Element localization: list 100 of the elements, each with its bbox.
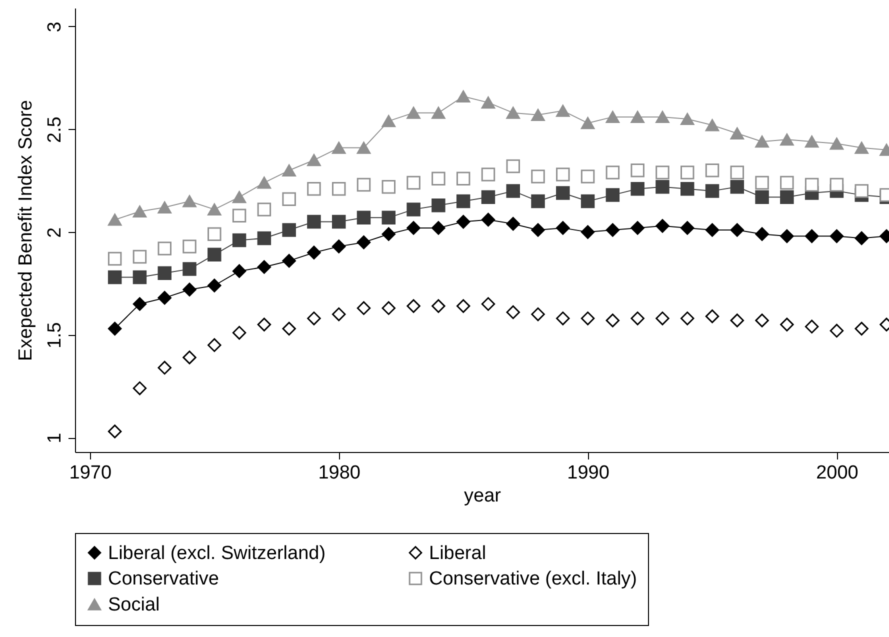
point — [182, 240, 196, 254]
point — [630, 110, 644, 123]
x-tick-label: 1980 — [318, 462, 361, 484]
point — [332, 214, 346, 229]
point — [406, 299, 420, 313]
point — [132, 381, 147, 396]
point — [531, 194, 545, 208]
point — [332, 240, 346, 254]
x-tick-label: 2000 — [816, 462, 858, 484]
point — [755, 176, 769, 190]
point — [680, 112, 694, 126]
point — [456, 194, 470, 208]
point — [705, 184, 720, 198]
point — [382, 210, 396, 225]
point — [208, 338, 222, 352]
point — [531, 108, 545, 121]
point — [580, 312, 595, 326]
point — [531, 307, 545, 322]
point — [680, 182, 694, 196]
legend-label: Conservative (excl. Italy) — [429, 568, 638, 590]
point — [630, 182, 644, 196]
point — [406, 202, 420, 216]
point — [481, 212, 496, 227]
point — [132, 250, 147, 264]
point — [780, 318, 794, 332]
point — [730, 180, 744, 194]
y-axis-title: Exepected Benefit Index Score — [16, 100, 36, 361]
point — [830, 229, 844, 244]
point — [656, 180, 670, 194]
point — [257, 260, 272, 274]
point — [606, 110, 620, 123]
point — [804, 178, 819, 192]
y-tick-label: 2.5 — [44, 116, 66, 143]
point — [257, 176, 272, 189]
point — [830, 138, 844, 150]
legend-label: Liberal — [429, 542, 486, 564]
point — [481, 168, 496, 182]
y-tick-label: 1 — [44, 432, 66, 444]
point — [232, 264, 246, 278]
point — [780, 134, 794, 146]
point — [730, 127, 744, 140]
point — [182, 350, 196, 364]
point — [755, 136, 769, 148]
point — [606, 314, 620, 328]
point — [257, 231, 272, 246]
point — [531, 223, 545, 237]
point — [506, 305, 520, 320]
point — [680, 312, 694, 326]
point — [606, 166, 620, 180]
point — [556, 312, 570, 326]
point — [208, 248, 222, 262]
x-axis-title: year — [464, 486, 502, 506]
point — [580, 117, 595, 130]
point — [780, 176, 794, 190]
point — [481, 190, 496, 204]
point — [556, 168, 570, 182]
point — [356, 142, 371, 154]
y-tick-label: 1.5 — [44, 322, 66, 349]
point — [432, 198, 446, 212]
point — [158, 201, 172, 214]
point — [755, 314, 769, 328]
point — [232, 191, 246, 204]
point — [556, 186, 570, 200]
point — [804, 136, 819, 148]
point — [332, 307, 346, 322]
point — [406, 221, 420, 235]
point — [257, 318, 272, 332]
point — [456, 90, 470, 102]
point — [158, 360, 172, 375]
point — [132, 270, 147, 284]
point — [382, 301, 396, 315]
point — [432, 221, 446, 235]
point — [580, 170, 595, 184]
point — [830, 178, 844, 192]
point — [456, 214, 470, 229]
point — [730, 166, 744, 180]
point — [307, 154, 321, 166]
point — [780, 190, 794, 204]
point — [108, 214, 122, 226]
point — [108, 270, 122, 284]
x-tick-label: 1990 — [567, 462, 610, 484]
legend-label: Conservative — [108, 568, 219, 590]
point — [854, 231, 868, 246]
point — [232, 233, 246, 248]
point — [332, 142, 346, 154]
point — [282, 322, 296, 336]
x-tick-label: 1970 — [69, 462, 112, 484]
point — [382, 227, 396, 241]
point — [132, 205, 147, 218]
point — [854, 322, 868, 336]
point — [208, 203, 222, 216]
y-tick-label: 3 — [44, 22, 66, 32]
point — [432, 299, 446, 313]
point — [307, 312, 321, 326]
point — [456, 299, 470, 313]
point — [356, 210, 371, 225]
point — [282, 254, 296, 268]
point — [580, 194, 595, 208]
point — [506, 184, 520, 198]
point — [730, 314, 744, 328]
